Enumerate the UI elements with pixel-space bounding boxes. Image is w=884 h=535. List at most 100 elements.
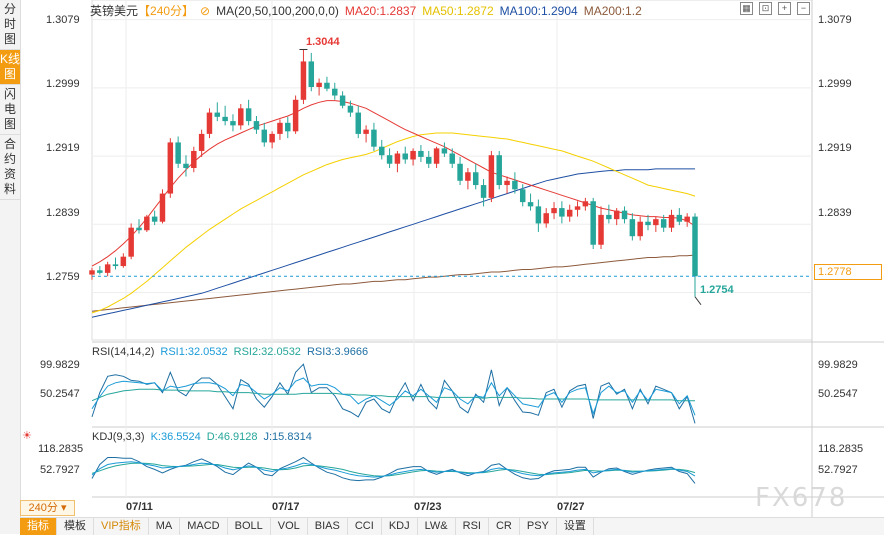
tab-indicator[interactable]: 指标 xyxy=(20,518,57,535)
candle-down xyxy=(527,202,534,207)
ma50-line xyxy=(91,132,696,314)
tab-bias[interactable]: BIAS xyxy=(308,518,348,535)
kdj-k-value: K:36.5524 xyxy=(150,431,201,443)
tab-vol[interactable]: VOL xyxy=(271,518,308,535)
price-tick-right: 1.2919 xyxy=(818,142,852,154)
candle-up xyxy=(144,216,150,231)
fit-icon[interactable]: ⊡ xyxy=(759,2,772,15)
candle-up xyxy=(89,270,95,275)
ma50-value: MA50:1.2872 xyxy=(422,4,494,18)
period-label: 【240分】 xyxy=(138,4,195,18)
price-tick-left: 1.2999 xyxy=(46,78,80,90)
watermark-logo: FX678 xyxy=(755,483,848,513)
rsi2-line xyxy=(91,388,695,402)
ma100-line xyxy=(91,168,695,318)
zoom-out-icon[interactable]: − xyxy=(797,2,810,15)
rsi1-line xyxy=(91,377,696,416)
candle-up xyxy=(206,112,213,134)
tab-template[interactable]: 模板 xyxy=(57,518,94,535)
candle-up xyxy=(167,142,174,194)
candle-down xyxy=(676,214,683,222)
candle-down xyxy=(496,155,502,186)
grid-icon[interactable]: ▦ xyxy=(740,2,753,15)
candle-down xyxy=(692,216,698,277)
low-marker xyxy=(694,296,702,306)
candle-up xyxy=(613,210,620,220)
tab-ma[interactable]: MA xyxy=(149,518,181,535)
candle-up xyxy=(504,180,510,186)
tab-rsi[interactable]: RSI xyxy=(456,518,489,535)
candle-down xyxy=(261,129,268,143)
kdj-tick-right: 118.2835 xyxy=(818,443,864,455)
candle-down xyxy=(230,121,236,126)
tab-psy[interactable]: PSY xyxy=(520,518,557,535)
kdj-params: KDJ(9,3,3) xyxy=(92,431,145,443)
candle-up xyxy=(269,133,275,143)
candle-up xyxy=(198,133,205,151)
tab-flash[interactable]: 闪电图 xyxy=(0,85,20,135)
sun-icon[interactable]: ☀ xyxy=(22,430,32,442)
price-tick-right: 1.2999 xyxy=(818,78,852,90)
rsi-params: RSI(14,14,2) xyxy=(92,346,155,358)
tab-contract-info[interactable]: 合约资料 xyxy=(0,135,20,200)
candle-up xyxy=(238,108,244,126)
rsi-legend: RSI(14,14,2) RSI1:32.0532 RSI2:32.0532 RSI3… xyxy=(92,346,374,358)
kdj-d-line xyxy=(91,462,696,477)
candle-down xyxy=(222,116,228,122)
candle-down xyxy=(245,108,252,122)
ma200-line xyxy=(91,254,696,312)
candle-down xyxy=(371,129,377,147)
candle-up xyxy=(363,129,369,134)
eye-icon[interactable]: ⊘ xyxy=(200,4,211,18)
tab-cr[interactable]: CR xyxy=(489,518,520,535)
ma20-value: MA20:1.2837 xyxy=(344,4,417,18)
candle-up xyxy=(566,209,573,217)
candle-up xyxy=(574,206,581,210)
zoom-in-icon[interactable]: + xyxy=(778,2,791,15)
left-tab-bar: 分时图 K线图 闪电图 合约资料 xyxy=(0,0,21,534)
ma100-value: MA100:1.2904 xyxy=(499,4,578,18)
tab-timeshare[interactable]: 分时图 xyxy=(0,0,20,50)
price-tick-right: 1.2839 xyxy=(818,207,852,219)
tab-lw[interactable]: LW& xyxy=(418,518,456,535)
ma200-value: MA200:1.2 xyxy=(583,4,642,18)
tab-kdj[interactable]: KDJ xyxy=(382,518,418,535)
ma20-line xyxy=(91,100,696,267)
tab-cci[interactable]: CCI xyxy=(348,518,382,535)
candle-down xyxy=(559,208,565,217)
candle-up xyxy=(465,172,471,181)
candle-down xyxy=(285,122,291,132)
rsi3-line xyxy=(91,363,696,424)
candle-down xyxy=(97,270,103,273)
candle-down xyxy=(441,148,448,154)
candle-down xyxy=(379,146,385,156)
candle-up xyxy=(433,148,440,164)
candle-down xyxy=(519,189,526,203)
rsi-tick-right: 99.9829 xyxy=(818,359,858,371)
period-selector-label: 240分 xyxy=(28,502,58,514)
candle-down xyxy=(151,216,158,222)
candle-down xyxy=(347,105,354,113)
candle-down xyxy=(112,264,119,267)
tab-boll[interactable]: BOLL xyxy=(228,518,271,535)
kdj-k-line xyxy=(91,461,696,478)
tab-macd[interactable]: MACD xyxy=(180,518,228,535)
x-tick: 07/11 xyxy=(126,501,153,513)
chart-tools: ▦ ⊡ + − xyxy=(740,2,810,15)
tab-vip-indicator[interactable]: VIP指标 xyxy=(94,518,149,535)
rsi-tick-left: 50.2547 xyxy=(40,388,80,400)
candle-up xyxy=(551,208,557,214)
candle-down xyxy=(183,163,189,168)
candle-down xyxy=(253,121,260,130)
period-selector[interactable]: 240分 ▾ xyxy=(20,500,75,516)
ma-legend: 英镑美元【240分】 ⊘ MA(20,50,100,200,0,0) MA20:1.2… xyxy=(90,2,648,18)
tab-settings[interactable]: 设置 xyxy=(557,518,594,535)
price-tick-right: 1.3079 xyxy=(818,14,852,26)
ma-params: MA(20,50,100,200,0,0) xyxy=(216,4,339,18)
tab-kline[interactable]: K线图 xyxy=(0,50,20,85)
candle-down xyxy=(660,219,667,228)
x-tick: 07/17 xyxy=(272,501,300,513)
candle-down xyxy=(175,142,181,164)
rsi-tick-right: 50.2547 xyxy=(818,388,858,400)
